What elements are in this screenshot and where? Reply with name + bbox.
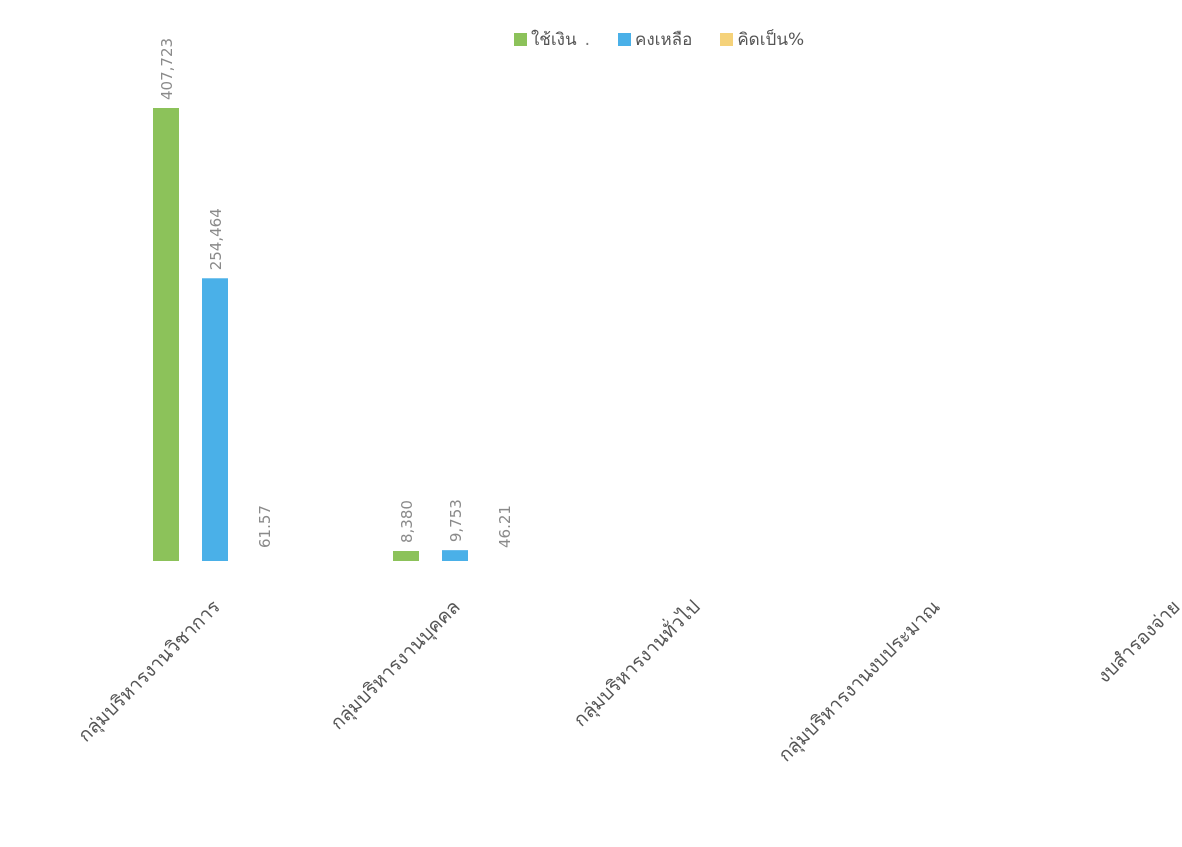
data-label-percent-1: 46.21 — [496, 505, 514, 548]
x-tick-label-2: กลุ่มบริหารงานทั่วไป — [567, 594, 705, 732]
legend-swatch-used — [514, 33, 527, 46]
x-tick-label-3: กลุ่มบริหารงานงบประมาณ — [774, 596, 945, 767]
legend-item-used: ใช้เงิน . — [514, 26, 590, 53]
bar-remaining-0 — [202, 278, 228, 561]
data-label-percent-0: 61.57 — [256, 505, 274, 548]
x-tick-label-0: กลุ่มบริหารงานวิชาการ — [74, 596, 225, 747]
legend-label-percent: คิดเป็น% — [737, 30, 805, 50]
bar-remaining-1 — [442, 550, 468, 561]
legend-item-remaining: คงเหลือ — [617, 26, 693, 53]
x-tick-label-4: งบสำรองจ่าย — [1093, 596, 1182, 688]
legend-label-used: ใช้เงิน — [531, 30, 577, 50]
data-label-remaining-0: 254,464 — [207, 208, 225, 270]
bar-used-0 — [153, 108, 179, 561]
data-label-used-0: 407,723 — [158, 38, 176, 100]
bar-used-1 — [393, 551, 419, 561]
legend-swatch-percent — [720, 33, 734, 46]
legend-swatch-remaining — [617, 33, 631, 46]
legend-extra-marker: . — [584, 29, 590, 50]
legend-label-remaining: คงเหลือ — [634, 30, 693, 50]
legend-item-percent: คิดเป็น% — [720, 26, 804, 53]
legend: ใช้เงิน . คงเหลือ คิดเป็น% — [514, 26, 832, 53]
data-label-used-1: 8,380 — [398, 500, 416, 543]
x-tick-label-1: กลุ่มบริหารงานบุคคล — [326, 596, 465, 735]
data-label-remaining-1: 9,753 — [447, 499, 465, 542]
